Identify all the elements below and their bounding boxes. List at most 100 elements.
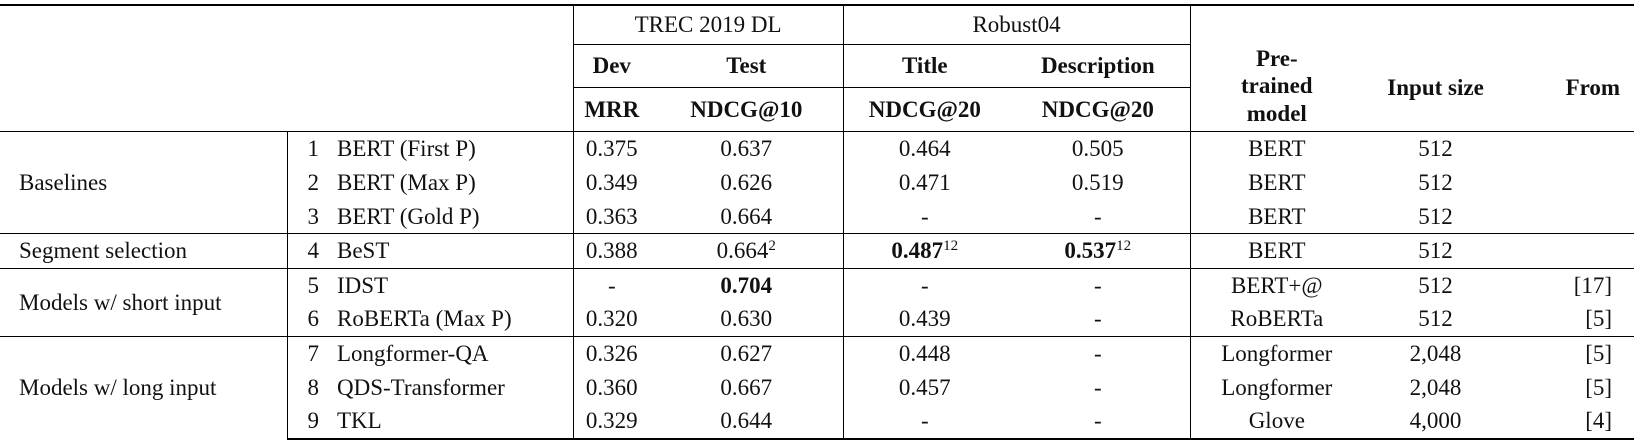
column-header: MRR xyxy=(572,87,651,133)
score: 0.53712 xyxy=(1006,233,1191,269)
score: - xyxy=(1006,370,1190,404)
table-row: Models w/ short input 5 IDST - 0.704 - - BERT+@… xyxy=(0,267,1634,337)
row-number-text: 9 xyxy=(307,408,320,434)
reference: [5] xyxy=(1585,340,1613,366)
results-table: TREC 2019 DL Robust04 Dev Test Title Des… xyxy=(0,4,1634,440)
pretrained-model: BERT xyxy=(1189,233,1364,269)
model-name: TKL xyxy=(337,404,574,440)
column-header: Pre-trained model xyxy=(1189,44,1364,133)
score-text: 0.627 xyxy=(720,340,773,366)
score: 0.667 xyxy=(650,370,843,404)
group-label: Segment selection xyxy=(0,233,288,269)
model-name: QDS-Transformer xyxy=(337,370,573,404)
score-text: - xyxy=(920,272,929,298)
model-name: Longformer-QA xyxy=(337,335,574,371)
row-number-text: 1 xyxy=(307,136,320,162)
column-header: NDCG@10 xyxy=(650,87,844,133)
group-label: Models w/ short input xyxy=(0,267,288,337)
score-text: 0.704 xyxy=(720,272,773,298)
score: 0.360 xyxy=(572,370,651,405)
score: 0.363 xyxy=(572,199,651,235)
header-group: TREC 2019 DL xyxy=(572,4,844,45)
input-size: 2,048 xyxy=(1363,370,1508,404)
row-number-text: 4 xyxy=(307,238,320,264)
input-size: 2,048 xyxy=(1363,335,1509,371)
pretrained-model-text: BERT xyxy=(1248,238,1306,264)
score: 0.627 xyxy=(650,335,844,371)
model-name: RoBERTa (Max P) xyxy=(337,302,574,337)
model-name-text: BeST xyxy=(337,238,390,264)
score-text: 0.464 xyxy=(898,136,951,162)
input-size-text: 2,048 xyxy=(1409,374,1462,400)
input-size: 512 xyxy=(1363,233,1509,269)
pretrained-model: Longformer xyxy=(1189,370,1364,405)
score: 0.326 xyxy=(572,335,651,371)
score-text: - xyxy=(920,408,929,434)
row-number: 8 xyxy=(287,370,337,404)
reference: [5] xyxy=(1585,306,1613,332)
row-number-text: 7 xyxy=(307,340,320,366)
score-text: 0.457 xyxy=(898,374,951,400)
score: - xyxy=(842,267,1007,303)
table-row: 9 TKL 0.329 0.644 - - Glove 4,000 [4] xyxy=(0,404,1634,440)
row-number-text: 8 xyxy=(307,374,320,400)
score-text: 0.487 xyxy=(891,238,944,264)
score-text: 0.349 xyxy=(585,170,638,196)
row-number-text: 5 xyxy=(307,272,320,298)
table-body: Baselines 1 BERT (First P) 0.375 0.637 0.464 0… xyxy=(0,131,1634,440)
model-name: BERT (Max P) xyxy=(337,166,573,200)
empty-header xyxy=(1189,4,1634,45)
score: 0.329 xyxy=(572,404,651,440)
score-text: - xyxy=(1093,374,1102,400)
score-text: 0.471 xyxy=(898,170,951,196)
reference xyxy=(1508,199,1634,235)
score: - xyxy=(1006,335,1191,371)
input-size-text: 512 xyxy=(1418,238,1453,264)
score: 0.644 xyxy=(650,404,844,440)
score-text: - xyxy=(1093,340,1102,366)
score: - xyxy=(572,267,651,303)
column-header: Description xyxy=(1006,44,1191,88)
score: 0.471 xyxy=(842,165,1007,200)
score: - xyxy=(1006,267,1191,303)
pretrained-model-text: BERT xyxy=(1248,203,1306,229)
score: 0.464 xyxy=(842,131,1007,166)
input-size-text: 512 xyxy=(1418,306,1453,332)
significance-marker: 12 xyxy=(1116,238,1132,255)
reference xyxy=(1508,166,1634,200)
table-row: 6 RoBERTa (Max P) 0.320 0.630 0.439 - RoBERTa 5… xyxy=(0,302,1634,337)
input-size: 512 xyxy=(1363,302,1509,337)
pretrained-model-text: BERT xyxy=(1248,170,1306,196)
model-name-text: BERT (First P) xyxy=(337,136,476,162)
reference: [4] xyxy=(1508,404,1634,440)
pretrained-model: BERT+@ xyxy=(1189,267,1364,303)
score: 0.626 xyxy=(650,166,843,200)
reference: [5] xyxy=(1585,374,1613,400)
row-number: 7 xyxy=(287,335,337,371)
score: 0.457 xyxy=(842,370,1007,405)
score: - xyxy=(1006,404,1191,440)
row-number: 5 xyxy=(287,267,337,303)
score-text: 0.644 xyxy=(720,408,773,434)
score-text: - xyxy=(1093,408,1102,434)
model-name-text: BERT (Max P) xyxy=(337,170,476,196)
reference: [17] xyxy=(1508,267,1634,303)
pretrained-model: RoBERTa xyxy=(1189,302,1364,337)
score: - xyxy=(1006,302,1191,337)
row-number-text: 2 xyxy=(307,170,320,196)
score: 0.349 xyxy=(572,165,651,200)
column-header: Test xyxy=(650,44,844,88)
input-size: 512 xyxy=(1363,267,1509,303)
column-header: NDCG@20 xyxy=(1006,87,1191,133)
reference xyxy=(1508,233,1634,269)
pretrained-model: Glove xyxy=(1189,404,1364,440)
model-name-text: IDST xyxy=(337,272,389,298)
model-name-text: RoBERTa (Max P) xyxy=(337,306,512,332)
score-text: - xyxy=(1093,203,1102,229)
pretrained-model: BERT xyxy=(1189,165,1364,200)
input-size-text: 2,048 xyxy=(1409,340,1462,366)
pretrained-model: BERT xyxy=(1189,199,1364,235)
pretrained-model-text: Longformer xyxy=(1221,340,1333,366)
model-name-text: TKL xyxy=(337,408,382,434)
